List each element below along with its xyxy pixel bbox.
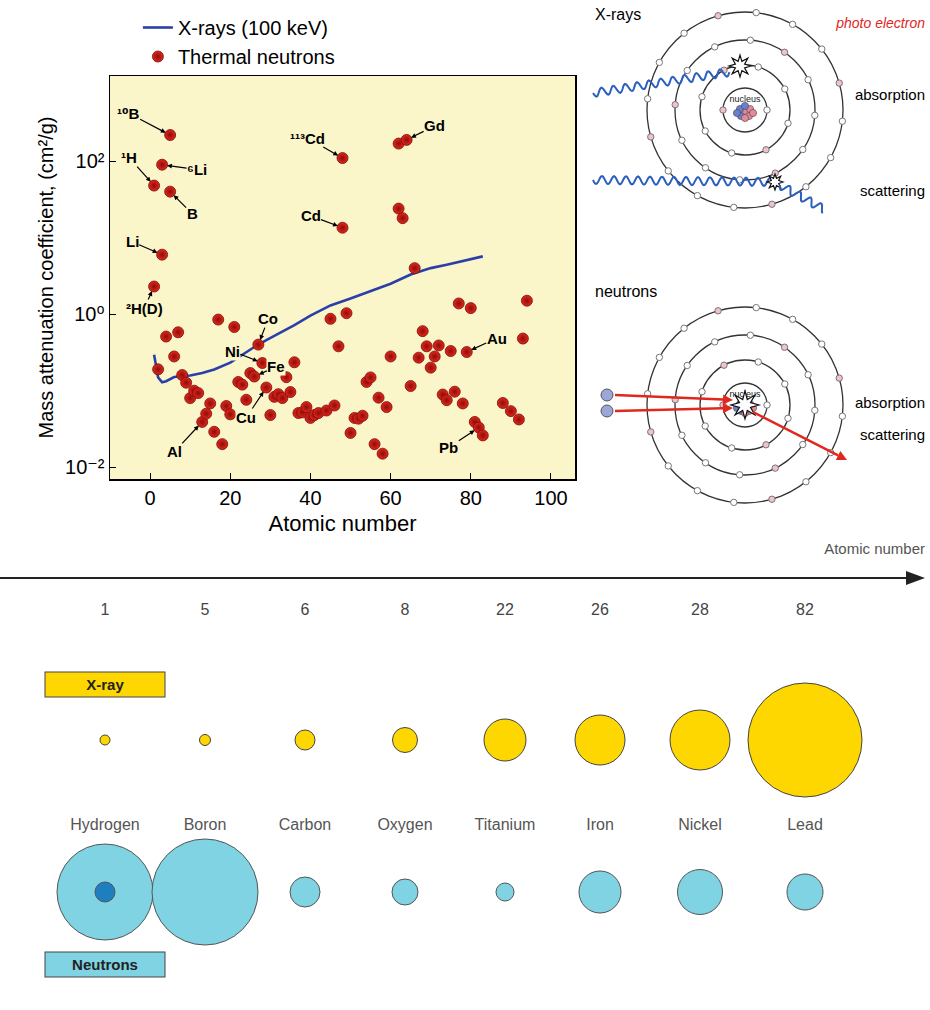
svg-text:6: 6 (301, 601, 310, 618)
svg-text:100: 100 (534, 487, 567, 509)
svg-text:Pb: Pb (439, 439, 458, 456)
svg-text:20: 20 (219, 487, 241, 509)
svg-text:nucleus: nucleus (729, 94, 761, 104)
svg-text:Titanium: Titanium (475, 816, 536, 833)
svg-text:B: B (187, 205, 198, 222)
svg-text:1: 1 (101, 601, 110, 618)
svg-text:Lead: Lead (787, 816, 823, 833)
svg-text:82: 82 (796, 601, 814, 618)
svg-text:Cu: Cu (236, 409, 256, 426)
svg-text:Neutrons: Neutrons (72, 956, 138, 973)
svg-text:¹¹³Cd: ¹¹³Cd (290, 130, 325, 147)
svg-text:Iron: Iron (586, 816, 614, 833)
svg-text:Mass attenuation coefficient,: Mass attenuation coefficient, (cm²/g) (35, 117, 57, 439)
svg-text:0: 0 (145, 487, 156, 509)
svg-text:Li: Li (126, 233, 139, 250)
svg-text:absorption: absorption (855, 86, 925, 103)
svg-text:photo electron: photo electron (835, 15, 925, 31)
svg-text:10⁻²: 10⁻² (65, 456, 105, 478)
svg-text:scattering: scattering (860, 426, 925, 443)
svg-text:26: 26 (591, 601, 609, 618)
svg-text:5: 5 (201, 601, 210, 618)
svg-text:10²: 10² (76, 150, 105, 172)
svg-text:Fe: Fe (267, 358, 285, 375)
svg-text:Thermal neutrons: Thermal neutrons (178, 46, 335, 68)
svg-text:scattering: scattering (860, 182, 925, 199)
svg-text:absorption: absorption (855, 394, 925, 411)
svg-text:X-ray: X-ray (86, 676, 124, 693)
svg-text:Boron: Boron (184, 816, 227, 833)
svg-text:Cd: Cd (301, 207, 321, 224)
svg-text:Ni: Ni (225, 343, 240, 360)
svg-text:Atomic number: Atomic number (269, 511, 417, 536)
svg-text:Hydrogen: Hydrogen (70, 816, 139, 833)
svg-text:60: 60 (379, 487, 401, 509)
svg-text:22: 22 (496, 601, 514, 618)
svg-text:Gd: Gd (424, 117, 445, 134)
svg-text:²H(D): ²H(D) (126, 300, 163, 317)
svg-text:10⁰: 10⁰ (74, 303, 104, 325)
svg-text:⁶Li: ⁶Li (187, 161, 207, 178)
svg-text:neutrons: neutrons (595, 283, 657, 300)
svg-text:¹H: ¹H (121, 149, 137, 166)
svg-text:Al: Al (167, 443, 182, 460)
svg-text:¹⁰B: ¹⁰B (117, 105, 140, 122)
svg-text:Carbon: Carbon (279, 816, 331, 833)
svg-text:40: 40 (299, 487, 321, 509)
svg-text:28: 28 (691, 601, 709, 618)
svg-text:8: 8 (401, 601, 410, 618)
svg-text:Oxygen: Oxygen (377, 816, 432, 833)
svg-text:X-rays (100 keV): X-rays (100 keV) (178, 17, 328, 39)
svg-text:Au: Au (487, 330, 507, 347)
svg-text:Atomic number: Atomic number (824, 540, 925, 557)
svg-text:Nickel: Nickel (678, 816, 722, 833)
svg-text:80: 80 (460, 487, 482, 509)
svg-text:Co: Co (258, 310, 278, 327)
svg-text:X-rays: X-rays (595, 6, 641, 23)
